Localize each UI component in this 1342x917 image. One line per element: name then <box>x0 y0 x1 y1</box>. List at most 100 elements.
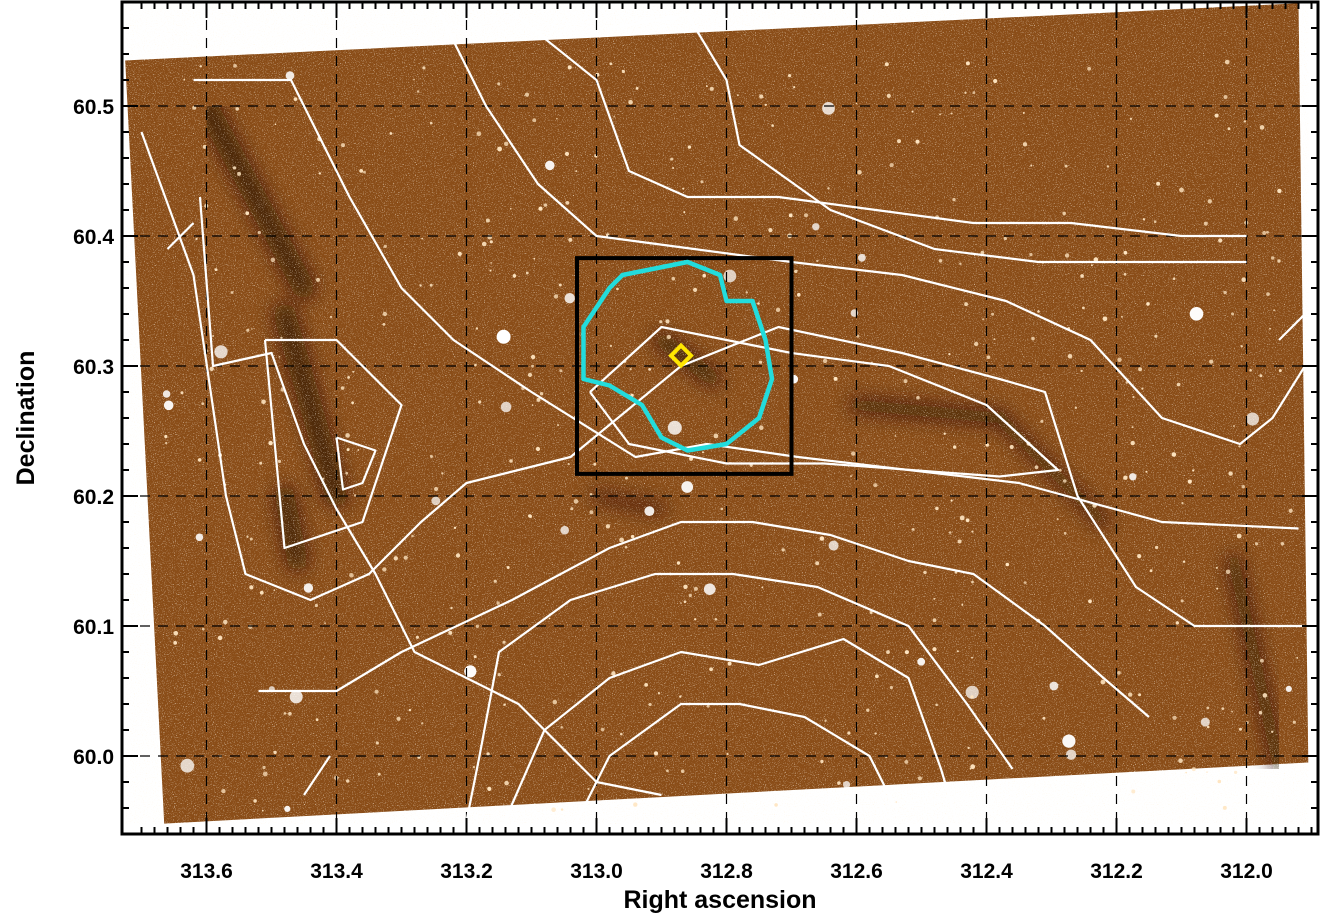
star <box>939 113 942 116</box>
star <box>1255 542 1259 546</box>
star <box>1192 469 1195 472</box>
star <box>1154 334 1158 338</box>
star <box>202 627 205 631</box>
star <box>768 228 773 233</box>
star <box>1049 681 1059 691</box>
star <box>1240 345 1243 348</box>
star <box>687 145 692 149</box>
star <box>289 690 303 704</box>
star <box>974 341 979 347</box>
star <box>1009 444 1014 450</box>
star <box>283 712 287 715</box>
star <box>564 293 575 304</box>
star <box>268 440 273 446</box>
star <box>948 353 951 356</box>
star <box>1216 587 1219 590</box>
star <box>1030 164 1033 167</box>
source-marker <box>668 342 694 369</box>
star <box>1093 257 1099 262</box>
star <box>1206 706 1210 710</box>
star <box>341 143 345 148</box>
contour-line <box>569 702 897 834</box>
star <box>971 656 973 659</box>
star <box>733 216 739 221</box>
star <box>560 525 569 535</box>
star <box>497 82 501 86</box>
star <box>421 237 424 240</box>
star <box>474 363 477 367</box>
star <box>911 528 915 531</box>
star <box>489 240 493 244</box>
star <box>357 449 360 451</box>
star <box>666 769 669 773</box>
star <box>556 117 558 120</box>
star <box>680 602 682 604</box>
star <box>415 635 419 639</box>
star <box>1223 290 1227 295</box>
star <box>648 368 651 371</box>
contours <box>140 2 1306 834</box>
star <box>363 170 366 174</box>
star <box>1280 542 1285 546</box>
star <box>1132 395 1135 399</box>
star <box>1206 725 1210 729</box>
star <box>455 553 461 558</box>
star <box>389 132 393 135</box>
star <box>1278 369 1282 373</box>
star <box>827 187 830 190</box>
star <box>527 372 533 377</box>
star <box>1067 354 1073 359</box>
star <box>162 390 171 398</box>
star <box>917 657 926 666</box>
contour-line <box>1278 313 1306 341</box>
star <box>683 600 687 603</box>
star <box>202 144 207 149</box>
contour-line <box>193 78 1299 530</box>
star <box>797 292 801 297</box>
star <box>694 618 697 621</box>
star <box>531 364 534 368</box>
star <box>709 667 713 672</box>
star <box>568 237 573 242</box>
star <box>671 276 676 281</box>
star <box>1123 272 1127 276</box>
star <box>497 146 502 152</box>
x-tick-label: 313.6 <box>180 860 233 883</box>
star <box>230 291 234 294</box>
star <box>430 455 433 458</box>
star <box>262 765 266 770</box>
star <box>680 769 685 773</box>
star <box>1171 452 1177 457</box>
star <box>959 262 962 265</box>
x-tick-label: 312.8 <box>700 860 753 883</box>
star <box>1187 479 1192 484</box>
star <box>1123 475 1128 480</box>
star <box>759 94 764 99</box>
star <box>1106 165 1110 168</box>
star <box>1034 465 1039 470</box>
star <box>464 665 477 678</box>
star <box>496 601 500 605</box>
star <box>824 719 827 722</box>
star <box>1148 609 1151 612</box>
star <box>1262 693 1268 698</box>
star <box>816 259 819 263</box>
star <box>986 355 991 360</box>
star <box>1087 66 1091 71</box>
star <box>197 458 202 462</box>
contour-line <box>198 196 662 797</box>
star <box>349 573 354 578</box>
star <box>1063 479 1067 483</box>
star <box>781 548 785 552</box>
x-axis-title: Right ascension <box>623 886 816 914</box>
star <box>1176 382 1181 387</box>
contour-line <box>609 13 1247 264</box>
star <box>476 131 482 137</box>
star <box>530 354 536 360</box>
star <box>788 213 793 218</box>
star <box>1182 560 1186 563</box>
star <box>982 318 985 321</box>
star <box>567 65 572 70</box>
star <box>1138 367 1143 372</box>
